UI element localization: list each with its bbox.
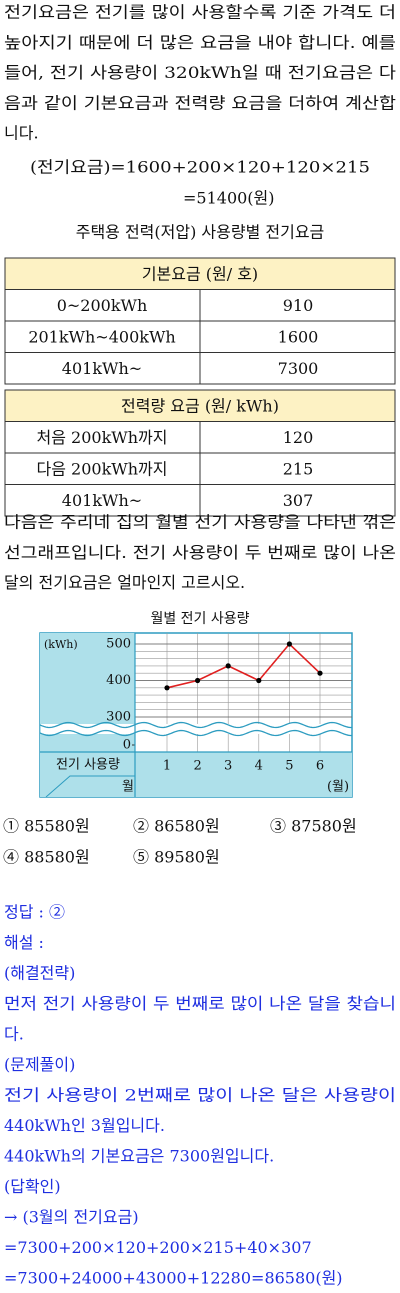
table-cell-text: 910 xyxy=(283,296,314,315)
solution-line: 전기 사용량이 2번째로 많이 나온 달은 사용량이 xyxy=(4,1086,396,1105)
y-tick-label: 300 xyxy=(106,710,131,725)
table-cell-text: 215 xyxy=(283,459,314,478)
y-tick-label: 400 xyxy=(106,673,131,688)
x-tick-label: 1 xyxy=(163,759,171,774)
paragraph-line: 니다. xyxy=(4,124,39,143)
y-tick-label: 500 xyxy=(106,637,131,652)
data-point xyxy=(225,663,231,669)
y-unit: (kWh) xyxy=(44,638,78,651)
x-unit: (월) xyxy=(327,780,349,795)
table-cell-text: 401kWh~ xyxy=(62,359,142,378)
table-header: 기본요금 (원/ 호) xyxy=(142,264,258,283)
solution-line: 다. xyxy=(4,1025,24,1044)
break-wave xyxy=(39,729,353,737)
formula: =51400(원) xyxy=(183,189,275,208)
table-cell-text: 120 xyxy=(283,428,314,447)
table-cell xyxy=(199,484,396,517)
solution-line: 해설 : xyxy=(4,933,44,952)
data-point xyxy=(164,685,170,691)
x-tick-label: 5 xyxy=(285,759,293,774)
option: ① 85580원 xyxy=(3,817,90,836)
solution-line: (해결전략) xyxy=(4,964,75,983)
table-cell-text: 201kWh~400kWh xyxy=(28,327,175,346)
table-cell-text: 0~200kWh xyxy=(57,296,148,315)
y-tick-label: 0 xyxy=(123,738,131,753)
question-line: 다음은 주리네 집의 월별 전기 사용량을 나타낸 꺾은 xyxy=(4,513,396,532)
option: ⑤ 89580원 xyxy=(133,848,220,867)
solution-line: =7300+24000+43000+12280=86580(원) xyxy=(4,1269,343,1288)
paragraph-line: 음과 같이 기본요금과 전력량 요금을 더하여 계산합 xyxy=(4,93,396,112)
option: ② 86580원 xyxy=(133,817,220,836)
chart-title: 월별 전기 사용량 xyxy=(150,611,249,627)
data-point xyxy=(317,670,323,676)
table-cell xyxy=(199,352,396,385)
x-tick-label: 3 xyxy=(224,759,232,774)
table-header-bg xyxy=(4,257,396,290)
solution-line: 먼저 전기 사용량이 두 번째로 많이 나온 달을 찾습니 xyxy=(4,994,396,1013)
table-cell-text: 307 xyxy=(283,491,314,510)
table-cell-text: 401kWh~ xyxy=(62,491,142,510)
data-point xyxy=(286,641,292,647)
solution-line: 440kWh인 3월입니다. xyxy=(4,1116,165,1135)
table-cell-text: 1600 xyxy=(278,327,319,346)
break-wave xyxy=(39,721,353,729)
x-label-top: 전기 사용량 xyxy=(56,758,120,773)
solution-line: (문제풀이) xyxy=(4,1055,75,1074)
data-point xyxy=(256,677,262,684)
table-cell-text: 처음 200kWh까지 xyxy=(37,428,168,447)
paragraph-line: 높아지기 때문에 더 많은 요금을 내야 합니다. 예를 xyxy=(4,33,396,52)
paragraph-line: 들어, 전기 사용량이 320kWh일 때 전기요금은 다 xyxy=(4,63,396,82)
solution-line: (답확인) xyxy=(4,1177,61,1196)
table-cell-text: 7300 xyxy=(278,359,319,378)
solution-line: → (3월의 전기요금) xyxy=(4,1208,139,1227)
solution-line: =7300+200×120+200×215+40×307 xyxy=(4,1238,312,1257)
solution-line: 정답 : ② xyxy=(4,903,65,922)
x-tick-label: 2 xyxy=(193,759,201,774)
question-line: 달의 전기요금은 얼마인지 고르시오. xyxy=(4,573,245,592)
axis-break xyxy=(41,724,351,734)
x-tick-label: 4 xyxy=(255,759,263,774)
table-header: 전력량 요금 (원/ kWh) xyxy=(121,396,279,415)
paragraph-line: 전기요금은 전기를 많이 사용할수록 기준 가격도 더 xyxy=(4,3,396,22)
x-tick-label: 6 xyxy=(316,759,324,774)
data-line xyxy=(166,642,321,689)
corner-slash xyxy=(45,775,135,798)
option: ③ 87580원 xyxy=(270,817,357,836)
question-line: 선그래프입니다. 전기 사용량이 두 번째로 많이 나온 xyxy=(4,543,396,562)
option: ④ 88580원 xyxy=(3,848,90,867)
table-title: 주택용 전력(저압) 사용량별 전기요금 xyxy=(76,223,325,242)
solution-line: 440kWh의 기본요금은 7300원입니다. xyxy=(4,1147,274,1166)
data-point xyxy=(195,677,201,684)
table-cell-text: 다음 200kWh까지 xyxy=(37,459,168,478)
formula: (전기요금)=1600+200×120+120×215 xyxy=(30,158,370,177)
x-label-bottom: 월 xyxy=(122,780,134,795)
x-label-row xyxy=(40,752,352,797)
